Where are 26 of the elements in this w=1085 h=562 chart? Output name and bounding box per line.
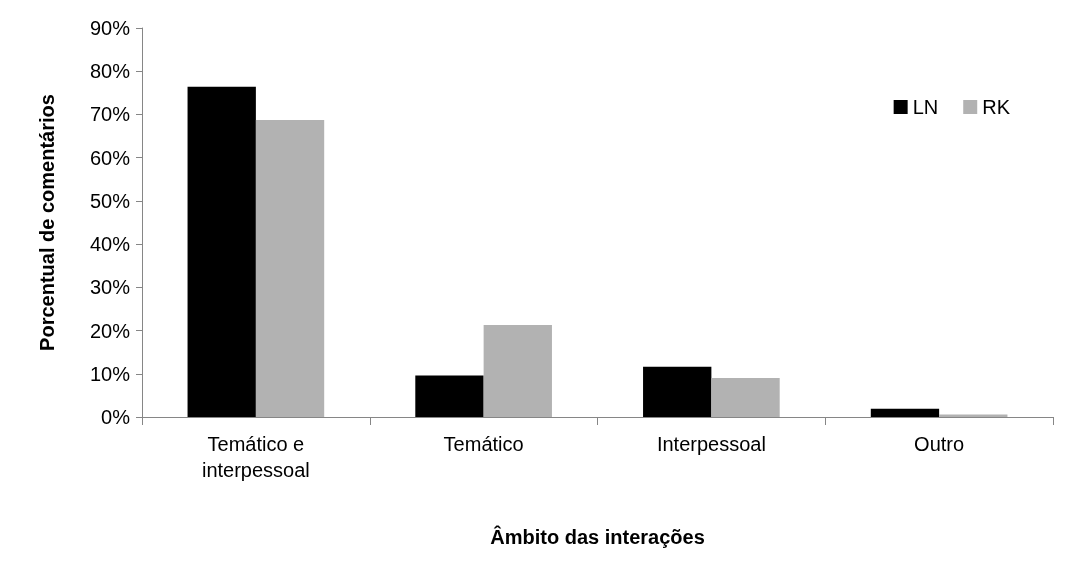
bar	[939, 414, 1008, 417]
y-tick-label: 30%	[89, 276, 131, 299]
bar	[643, 366, 712, 417]
bar	[870, 408, 940, 417]
x-axis-title: Âmbito das interações	[490, 525, 705, 548]
y-tick-label: 0%	[101, 406, 131, 428]
y-tick-label: 10%	[89, 362, 131, 385]
y-tick-label: 50%	[89, 189, 131, 212]
bar	[187, 86, 256, 417]
bar	[483, 324, 552, 417]
bar	[415, 375, 484, 417]
y-tick-label: 80%	[89, 60, 131, 83]
legend-label: RK	[982, 96, 1011, 118]
y-tick-label: 90%	[89, 17, 131, 39]
y-tick-label: 20%	[89, 319, 131, 342]
legend-label: LN	[912, 96, 939, 118]
bar	[711, 378, 780, 417]
x-tick-label: Temático e interpessoal	[201, 433, 310, 481]
y-tick-label: 70%	[89, 103, 131, 126]
y-tick-label: 40%	[89, 233, 131, 256]
x-tick-label: Interpessoal	[656, 433, 766, 455]
x-tick-label: Outro	[914, 433, 965, 455]
y-tick-label: 60%	[89, 146, 131, 169]
bar	[255, 120, 325, 417]
y-axis-title: Porcentual de comentários	[36, 94, 58, 351]
x-tick-label: Temático	[443, 433, 524, 455]
